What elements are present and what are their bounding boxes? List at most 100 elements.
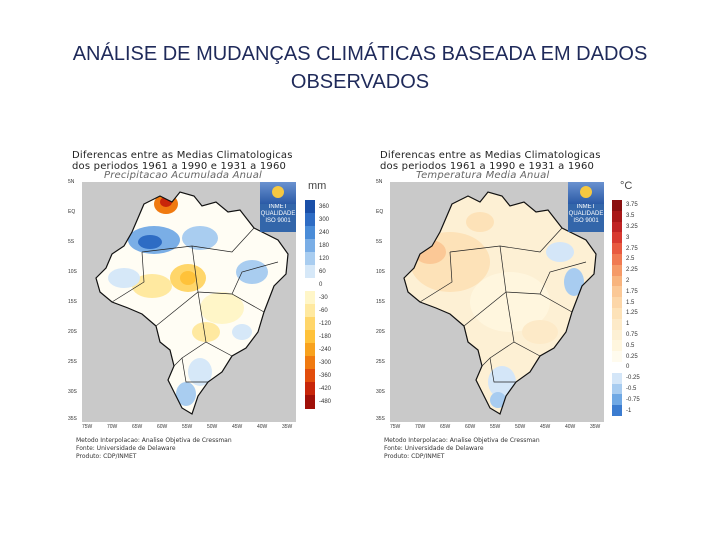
slide-title-line-2: OBSERVADOS <box>290 71 430 93</box>
scale-label: -1 <box>626 407 632 414</box>
latitude-label: 10S <box>376 269 385 275</box>
longitude-label: 45W <box>540 424 551 430</box>
precipitation-map: INMET QUALIDADE ISO 9001 <box>82 182 296 422</box>
scale-swatch <box>612 383 622 395</box>
inmet-logo: INMET QUALIDADE ISO 9001 <box>260 182 296 232</box>
precipitation-scale-labels: 360 300 240 180 120 60 0 -30 -60 -120 -180 -240 -300… <box>319 200 335 408</box>
scale-swatch <box>612 308 622 320</box>
scale-swatch <box>612 340 622 352</box>
unit-label: mm <box>308 180 327 192</box>
scale-label: 0 <box>626 364 630 371</box>
scale-swatch <box>612 210 622 223</box>
scale-swatch <box>612 318 622 331</box>
scale-swatch <box>612 200 622 212</box>
scale-swatch <box>305 239 315 253</box>
scale-swatch <box>612 286 622 298</box>
scale-label: 2 <box>626 278 630 284</box>
scale-label: -420 <box>319 385 332 392</box>
longitude-label: 35W <box>590 424 601 430</box>
brazil-precipitation-svg <box>95 191 289 415</box>
footer-source: Fonte: Universidade de Delaware <box>76 445 176 452</box>
scale-label: -240 <box>319 346 332 353</box>
longitude-label: 35W <box>282 424 293 430</box>
scale-swatch <box>305 304 315 318</box>
map-title-line-1: Diferencas entre as Medias Climatologica… <box>380 150 601 161</box>
footer-method: Metodo Interpolacao: Analise Objetiva de… <box>76 437 232 444</box>
scale-label: -0.5 <box>626 386 637 392</box>
latitude-label: 10S <box>68 269 77 275</box>
scale-swatch <box>612 275 622 287</box>
latitude-label: 35S <box>376 416 385 422</box>
longitude-label: 75W <box>390 424 401 430</box>
scale-label: 360 <box>319 203 330 210</box>
precipitation-color-scale <box>305 200 315 409</box>
longitude-label: 60W <box>465 424 476 430</box>
latitude-label: 5N <box>376 179 383 185</box>
latitude-label: 35S <box>68 416 77 422</box>
scale-swatch <box>305 200 315 214</box>
longitude-label: 45W <box>232 424 243 430</box>
scale-swatch <box>305 252 315 266</box>
scale-swatch <box>612 372 622 385</box>
scale-label: -360 <box>319 372 332 379</box>
map-title-line-2: dos periodos 1961 a 1990 e 1931 a 1960 <box>72 161 287 172</box>
scale-swatch <box>305 369 315 383</box>
temperature-color-scale <box>612 200 622 417</box>
temperature-scale-labels: 3.75 3.5 3.25 3 2.75 2.5 2.25 2 1.75 1.5 1.25 1 0.75… <box>626 200 640 416</box>
scale-label: 1.5 <box>626 299 635 306</box>
scale-label: -480 <box>319 398 332 405</box>
inmet-logo: INMET QUALIDADE ISO 9001 <box>568 182 604 232</box>
longitude-label: 60W <box>157 424 168 430</box>
latitude-label: 15S <box>376 299 385 305</box>
scale-swatch <box>612 297 622 309</box>
scale-swatch <box>612 329 622 341</box>
scale-label: -180 <box>319 333 332 340</box>
latitude-label: 5S <box>376 239 383 245</box>
temperature-map: INMET QUALIDADE ISO 9001 <box>390 182 604 422</box>
scale-label: 0 <box>319 281 323 288</box>
longitude-label: 40W <box>257 424 268 430</box>
scale-swatch <box>305 213 315 227</box>
inmet-sun-cloud-icon <box>568 182 604 204</box>
latitude-label: 30S <box>376 389 385 395</box>
scale-swatch <box>305 317 315 331</box>
scale-label: 0.25 <box>626 353 638 360</box>
footer-product: Produto: CDP/INMET <box>76 453 137 460</box>
precipitation-map-panel: Diferencas entre as Medias Climatologica… <box>68 148 334 470</box>
scale-swatch <box>305 330 315 344</box>
longitude-label: 50W <box>515 424 526 430</box>
longitude-label: 50W <box>207 424 218 430</box>
scale-label: 3.5 <box>626 213 635 220</box>
longitude-label: 65W <box>440 424 451 430</box>
unit-label: °C <box>620 180 633 192</box>
map-subtitle: Precipitacao Acumulada Anual <box>104 170 263 181</box>
scale-swatch <box>612 221 622 233</box>
scale-label: -0.25 <box>626 375 640 382</box>
logo-name: INMET <box>268 204 288 210</box>
latitude-label: 5N <box>68 179 75 185</box>
scale-label: 300 <box>319 216 330 223</box>
scale-label: 2.25 <box>626 267 638 274</box>
scale-label: 1.25 <box>626 310 638 317</box>
scale-swatch <box>305 356 315 370</box>
longitude-label: 75W <box>82 424 93 430</box>
map-title-line-2: dos periodos 1961 a 1990 e 1931 a 1960 <box>380 161 595 172</box>
longitude-label: 55W <box>182 424 193 430</box>
logo-line2: ISO 9001 <box>573 218 599 224</box>
scale-label: 120 <box>319 255 330 262</box>
latitude-label: 20S <box>68 329 77 335</box>
scale-label: 0.5 <box>626 342 635 349</box>
longitude-label: 65W <box>132 424 143 430</box>
scale-swatch <box>612 254 622 266</box>
longitude-labels: 75W 70W 65W 60W 55W 50W 45W 40W 35W <box>82 424 296 432</box>
scale-label: 2.75 <box>626 245 638 252</box>
latitude-label: 25S <box>376 359 385 365</box>
latitude-label: 15S <box>68 299 77 305</box>
scale-swatch <box>612 394 622 406</box>
scale-label: -30 <box>319 294 328 301</box>
scale-swatch <box>612 232 622 244</box>
scale-label: 2.5 <box>626 256 635 263</box>
footer-method: Metodo Interpolacao: Analise Objetiva de… <box>384 437 540 444</box>
latitude-labels: 5N EQ 5S 10S 15S 20S 25S 30S 35S <box>376 179 388 422</box>
scale-label: -60 <box>319 307 328 314</box>
